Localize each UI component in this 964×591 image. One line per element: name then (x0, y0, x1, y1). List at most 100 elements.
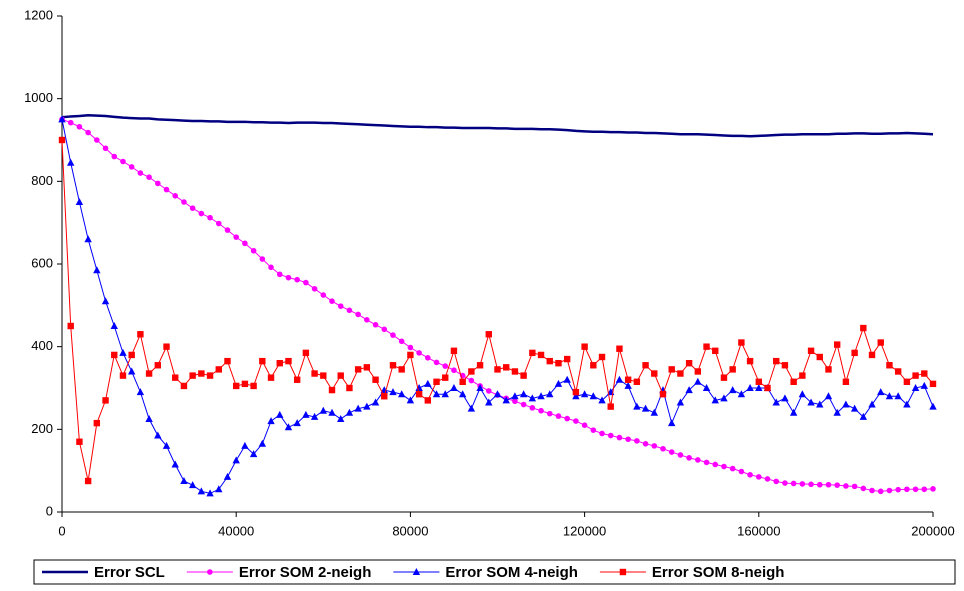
marker (162, 441, 171, 449)
marker (580, 390, 589, 398)
marker (433, 378, 440, 385)
marker (450, 384, 458, 391)
marker (293, 376, 301, 383)
marker (572, 388, 580, 396)
marker (930, 486, 936, 492)
marker (412, 568, 421, 575)
marker (432, 390, 441, 398)
marker (442, 374, 449, 381)
marker (859, 412, 868, 420)
marker (869, 487, 875, 494)
marker (502, 396, 510, 404)
marker (668, 419, 676, 427)
marker (494, 366, 501, 373)
marker (747, 472, 753, 478)
marker (790, 378, 797, 385)
marker (650, 408, 658, 416)
series-line (61, 113, 934, 138)
legend: Error SCL Error SOM 2-neigh Error SOM 4-ne… (42, 564, 784, 581)
marker (511, 392, 519, 400)
marker (877, 388, 885, 396)
marker (450, 347, 458, 354)
marker (511, 368, 519, 375)
marker (206, 372, 214, 379)
marker (354, 404, 362, 412)
marker (493, 390, 502, 398)
marker (712, 461, 719, 468)
marker (346, 384, 353, 392)
marker (816, 400, 824, 408)
marker (155, 180, 161, 187)
marker (850, 404, 859, 412)
marker (512, 398, 518, 405)
marker (329, 298, 335, 305)
marker (84, 235, 92, 243)
marker (425, 355, 431, 361)
marker (546, 410, 553, 417)
marker (111, 153, 118, 160)
marker (311, 370, 318, 377)
marker (911, 384, 920, 391)
marker (119, 372, 127, 379)
marker (259, 256, 266, 262)
marker (808, 481, 814, 488)
marker (695, 457, 701, 463)
marker (285, 357, 292, 365)
marker (424, 379, 432, 387)
marker (180, 477, 188, 484)
marker (711, 396, 719, 404)
marker (677, 452, 684, 458)
marker (920, 381, 928, 389)
marker (755, 384, 763, 391)
marker (407, 344, 414, 351)
marker (590, 427, 597, 433)
marker (615, 375, 624, 383)
marker (476, 384, 484, 391)
marker (677, 370, 684, 377)
marker (703, 343, 710, 350)
marker (921, 486, 928, 493)
marker (407, 351, 414, 359)
marker (345, 408, 354, 416)
marker (825, 481, 832, 488)
marker (929, 380, 937, 388)
marker (302, 410, 310, 418)
marker (363, 402, 371, 410)
marker (625, 436, 631, 443)
marker (85, 129, 91, 136)
marker (67, 158, 75, 166)
marker (764, 384, 771, 392)
marker (442, 363, 449, 369)
marker (249, 450, 258, 458)
marker (520, 372, 527, 379)
marker (206, 489, 214, 497)
marker (215, 220, 222, 227)
marker (746, 357, 754, 365)
marker (268, 264, 274, 271)
marker (459, 378, 466, 385)
marker (772, 398, 780, 406)
marker (372, 321, 379, 328)
marker (746, 384, 754, 391)
marker (529, 349, 536, 357)
marker (250, 382, 257, 390)
marker (589, 392, 598, 400)
marker (668, 366, 675, 373)
legend-label: Error SOM 4-neigh (445, 564, 578, 581)
marker (782, 480, 788, 486)
legend-label: Error SOM 8-neigh (652, 564, 785, 581)
marker (581, 422, 588, 429)
marker (415, 391, 423, 398)
marker (188, 481, 197, 489)
marker (703, 459, 710, 466)
marker (624, 376, 632, 383)
marker (685, 386, 693, 394)
marker (789, 408, 798, 416)
marker (598, 353, 606, 361)
marker (555, 360, 562, 367)
marker (599, 430, 605, 437)
marker (293, 419, 301, 427)
marker (136, 388, 145, 396)
marker (520, 401, 527, 408)
marker (189, 205, 196, 211)
